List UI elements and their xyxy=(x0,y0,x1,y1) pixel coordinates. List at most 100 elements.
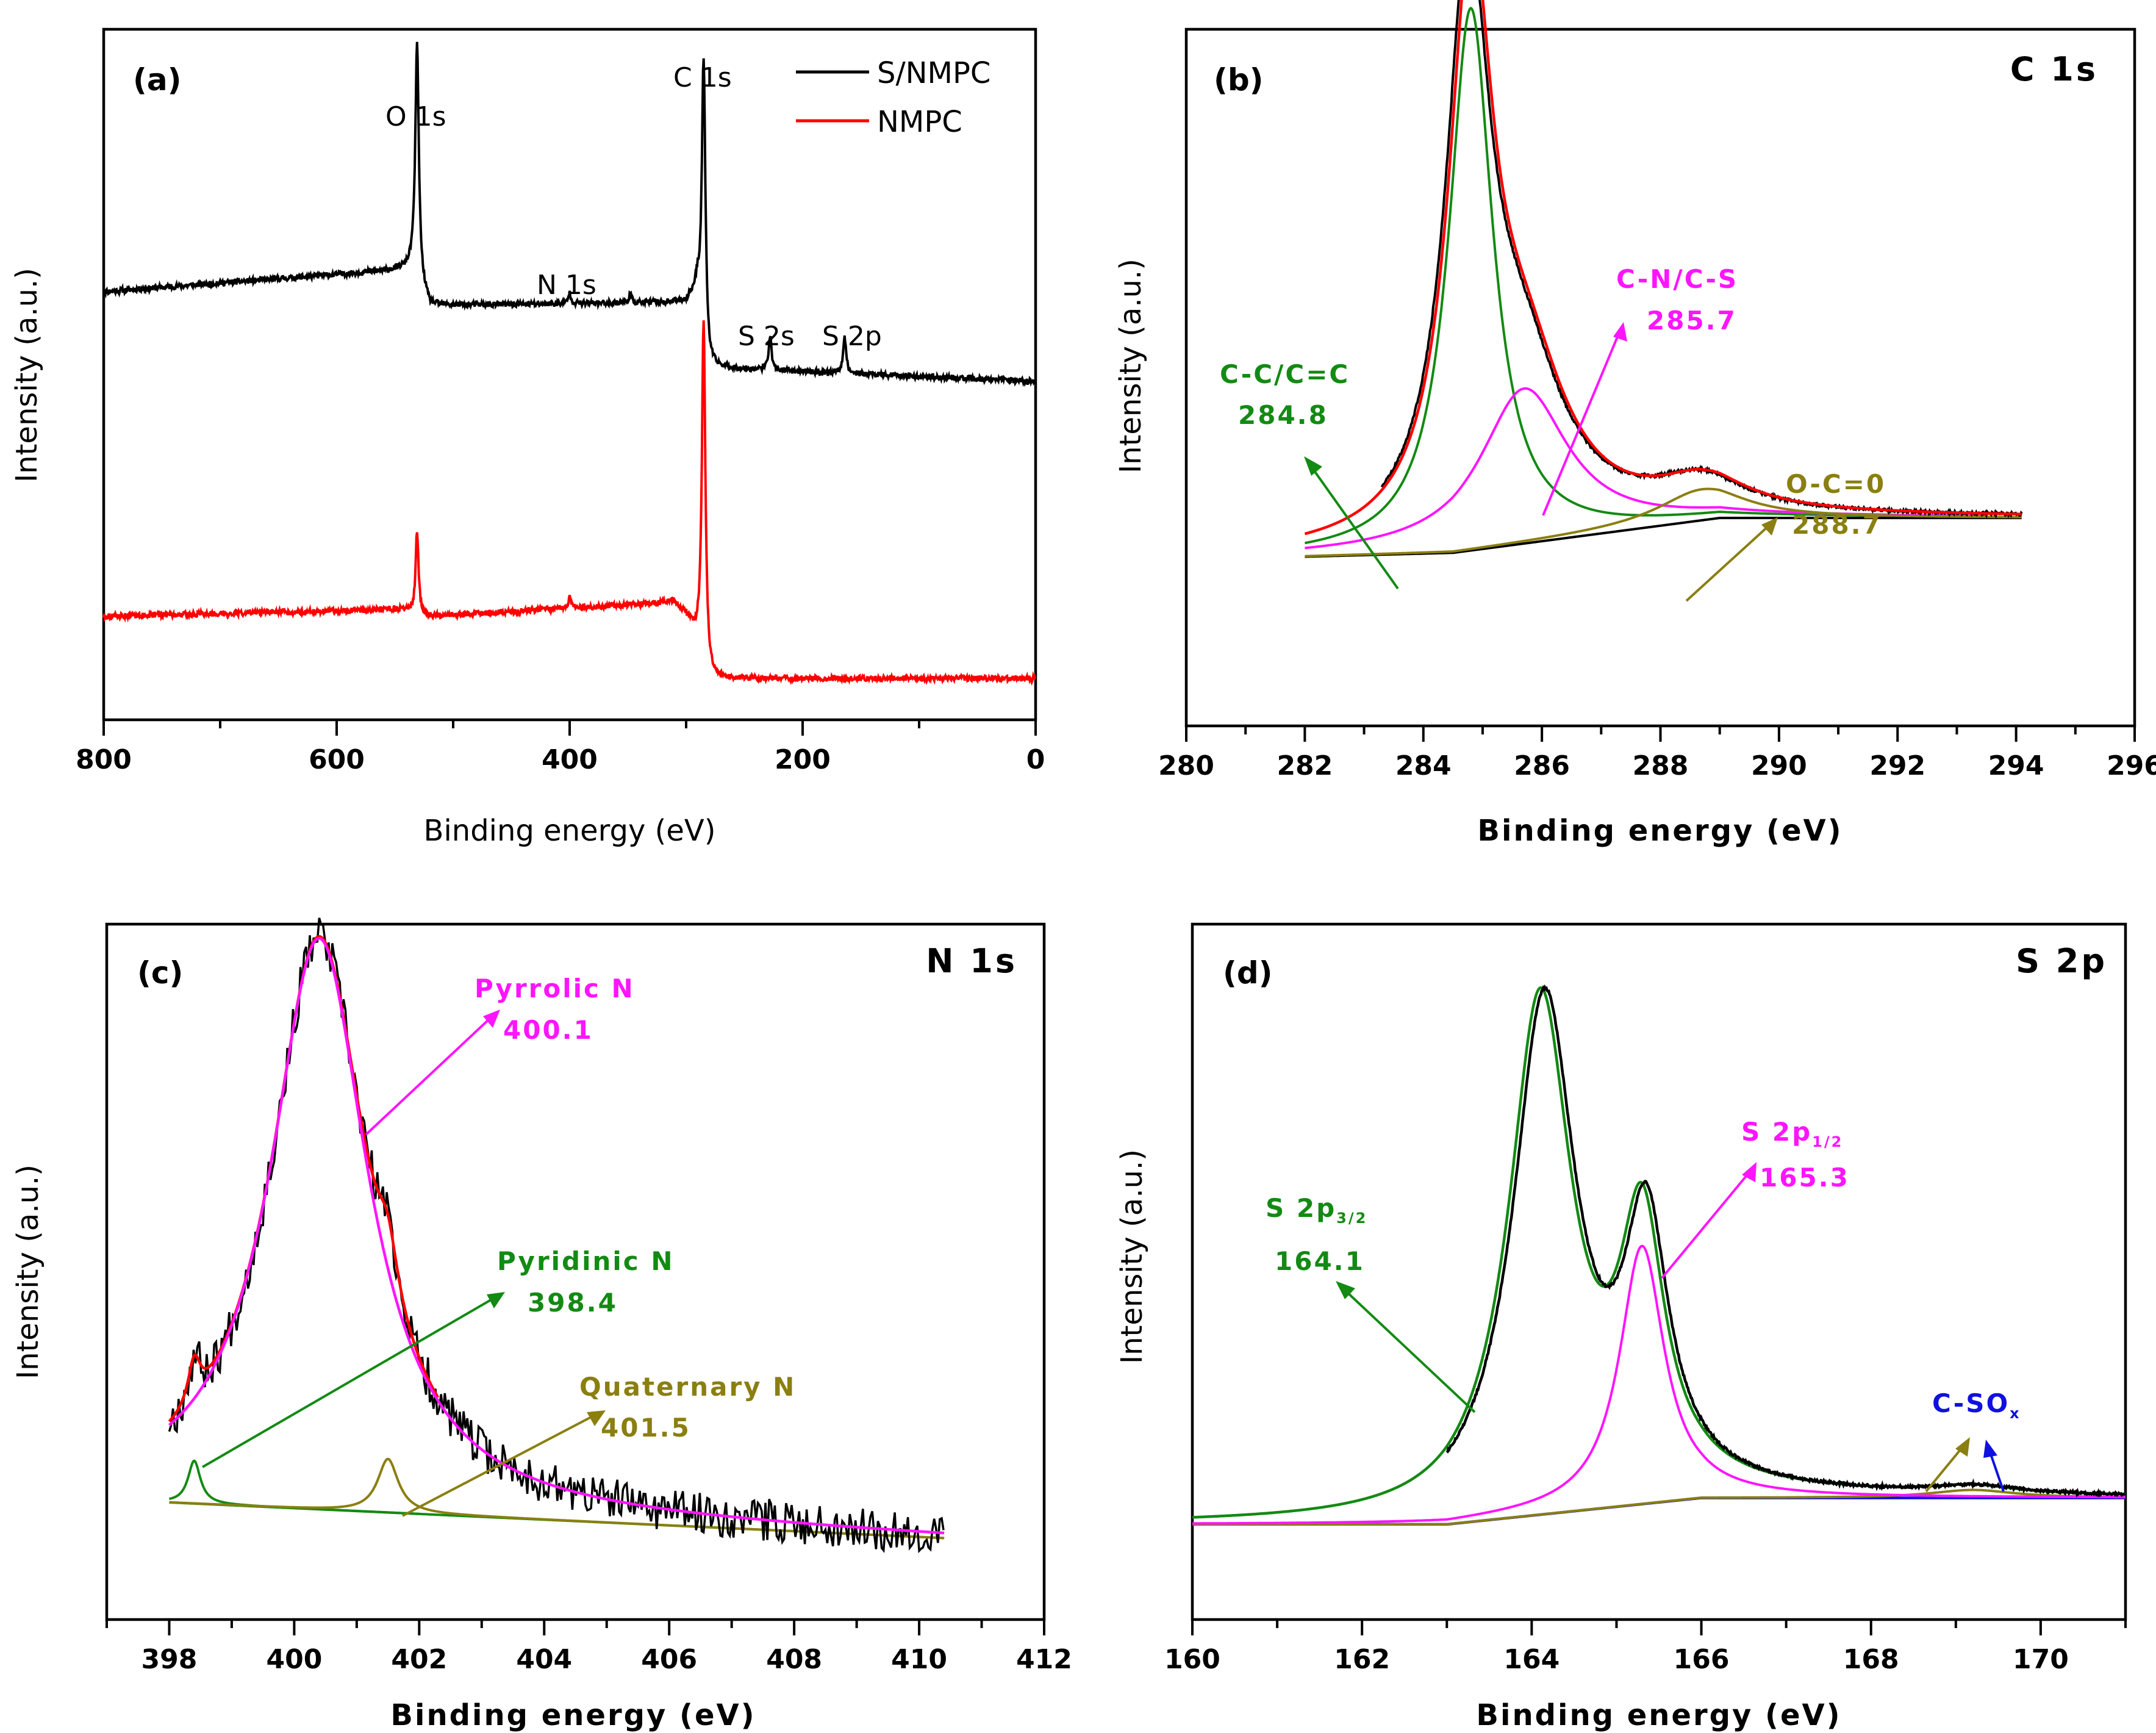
annotation-c-c-arrowhead xyxy=(1304,456,1322,476)
panel-b-tick-label: 286 xyxy=(1514,750,1570,781)
panel-a-ticks: 800 600 400 200 0 xyxy=(76,720,1045,775)
panel-b-xlabel: Binding energy (eV) xyxy=(1477,814,1843,848)
annotation-s2p32-arrowhead xyxy=(1336,1281,1355,1299)
annotation-quaternary-arrow xyxy=(402,1414,595,1517)
panel-d-tick-label: 166 xyxy=(1674,1644,1730,1675)
annotation-c-n: C-N/C-S 285.7 xyxy=(1542,264,1738,516)
legend-label-s-nmpc: S/NMPC xyxy=(877,56,990,90)
annotation-c-c-value: 284.8 xyxy=(1238,400,1328,430)
panel-c-ticks: 398 400 402 404 406 408 410 412 xyxy=(106,1620,1072,1675)
panel-c-xlabel: Binding energy (eV) xyxy=(390,1698,756,1732)
annotation-c-c: C-C/C=C 284.8 xyxy=(1220,359,1399,590)
annotation-o-c-o-arrowhead xyxy=(1761,517,1778,536)
component-c-n-line xyxy=(1305,387,1986,550)
annotation-pyridinic-arrowhead xyxy=(487,1292,505,1308)
peak-label-s2p: S 2p xyxy=(822,321,882,352)
panel-a-curves xyxy=(102,41,1037,686)
panel-a-xlabel: Binding energy (eV) xyxy=(424,814,716,848)
background-line xyxy=(1305,517,2022,558)
panel-c-label: (c) xyxy=(137,955,183,991)
legend-label-nmpc: NMPC xyxy=(877,105,962,139)
component-quaternary-line xyxy=(169,1457,945,1540)
panel-b-tick-label: 284 xyxy=(1395,750,1452,781)
annotation-c-n-name: C-N/C-S xyxy=(1616,264,1738,294)
annotation-pyridinic-name: Pyridinic N xyxy=(497,1246,674,1276)
panel-d-tick-label: 168 xyxy=(1843,1644,1899,1675)
annotation-c-sox-arrowhead-olive xyxy=(1955,1437,1970,1457)
panel-a-label: (a) xyxy=(133,62,181,98)
annotation-pyridinic-value: 398.4 xyxy=(528,1288,618,1318)
panel-a-tick-label: 0 xyxy=(1026,744,1045,775)
annotation-pyridinic: Pyridinic N 398.4 xyxy=(201,1246,674,1468)
annotation-o-c-o: O-C=0 288.7 xyxy=(1685,469,1886,602)
component-pyrrolic-line xyxy=(168,937,945,1535)
annotation-quaternary-arrowhead xyxy=(587,1410,606,1426)
measured-line xyxy=(168,917,945,1554)
panel-d-tick-label: 160 xyxy=(1164,1644,1220,1675)
panel-d-ylabel: Intensity (a.u.) xyxy=(1115,1149,1149,1364)
envelope-line xyxy=(168,935,440,1423)
panel-c-tick-label: 398 xyxy=(141,1644,198,1675)
panel-d: 160 162 164 166 168 170 (d) S 2p S 2p3/2 164.… xyxy=(1115,922,2127,1732)
panel-b-ylabel: Intensity (a.u.) xyxy=(1114,259,1148,473)
panel-d-xlabel: Binding energy (eV) xyxy=(1476,1698,1841,1732)
annotation-c-sox-arrowhead-blue xyxy=(1983,1440,1997,1458)
annotation-s2p12-arrow xyxy=(1661,1171,1750,1279)
annotation-s2p12-name: S 2p1/2 xyxy=(1741,1117,1843,1150)
series-nmpc-line xyxy=(102,320,1036,686)
series-s-nmpc-line xyxy=(103,41,1037,387)
panel-c-tick-label: 406 xyxy=(641,1644,697,1675)
annotation-pyrrolic: Pyrrolic N 400.1 xyxy=(365,974,635,1136)
panel-d-tick-label: 170 xyxy=(2013,1644,2069,1675)
panel-b-label: (b) xyxy=(1214,62,1264,98)
annotation-pyrrolic-name: Pyrrolic N xyxy=(475,974,635,1003)
annotation-o-c-o-name: O-C=0 xyxy=(1786,469,1886,499)
annotation-s2p32-value: 164.1 xyxy=(1275,1246,1365,1276)
panel-a-tick-label: 200 xyxy=(775,744,831,775)
peak-label-c1s: C 1s xyxy=(673,62,732,93)
panel-b-title: C 1s xyxy=(2010,50,2098,88)
panel-d-ticks: 160 162 164 166 168 170 xyxy=(1164,1620,2127,1675)
peak-label-n1s: N 1s xyxy=(537,270,596,301)
panel-b-tick-label: 290 xyxy=(1751,750,1807,781)
panel-c-curves xyxy=(168,917,945,1554)
panel-c-tick-label: 400 xyxy=(266,1644,322,1675)
annotation-c-sox: C-SOx xyxy=(1925,1388,2021,1493)
annotation-o-c-o-arrow xyxy=(1685,525,1770,602)
panel-a: 800 600 400 200 0 (a) O 1s N 1s C 1s S 2s S … xyxy=(10,27,1045,848)
panel-d-title: S 2p xyxy=(2016,942,2107,980)
annotation-s2p32: S 2p3/2 164.1 xyxy=(1266,1193,1476,1413)
panel-a-tick-label: 400 xyxy=(542,744,598,775)
annotation-c-sox-arrow-olive xyxy=(1925,1446,1964,1493)
panel-d-tick-label: 162 xyxy=(1334,1644,1390,1675)
annotation-c-sox-arrow-blue xyxy=(1988,1450,2005,1492)
panel-b-ticks: 280 282 284 286 288 290 292 294 296 xyxy=(1158,726,2156,781)
component-c-sox-line xyxy=(1192,1488,2126,1526)
panel-b-tick-label: 292 xyxy=(1869,750,1925,781)
panel-a-tick-label: 600 xyxy=(309,744,365,775)
annotation-c-c-arrow xyxy=(1310,465,1399,590)
annotation-c-n-arrow xyxy=(1542,332,1621,516)
annotation-s2p32-name: S 2p3/2 xyxy=(1266,1193,1367,1227)
peak-label-s2s: S 2s xyxy=(738,321,795,352)
annotation-pyrrolic-arrow xyxy=(365,1016,492,1136)
panel-c-tick-label: 412 xyxy=(1016,1644,1072,1675)
legend: S/NMPC NMPC xyxy=(796,56,990,139)
panel-c-ylabel: Intensity (a.u.) xyxy=(11,1164,45,1379)
annotation-c-c-name: C-C/C=C xyxy=(1220,359,1350,389)
annotation-quaternary-value: 401.5 xyxy=(601,1413,691,1443)
panel-c-tick-label: 408 xyxy=(766,1644,822,1675)
envelope-line xyxy=(1304,0,2022,536)
annotation-pyrrolic-value: 400.1 xyxy=(503,1015,593,1045)
component-s2p-half-line xyxy=(1192,1244,2126,1525)
annotation-c-n-arrowhead xyxy=(1613,322,1627,342)
panel-b-tick-label: 294 xyxy=(1988,750,2044,781)
component-c-c-line xyxy=(1305,7,1868,545)
panel-b-tick-label: 280 xyxy=(1158,750,1214,781)
annotation-s2p12: S 2p1/2 165.3 xyxy=(1661,1117,1848,1279)
panel-c-title: N 1s xyxy=(926,942,1017,980)
annotation-quaternary-name: Quaternary N xyxy=(579,1372,796,1402)
component-o-c-o-line xyxy=(1305,487,2022,558)
annotation-c-sox-name: C-SOx xyxy=(1932,1388,2021,1422)
